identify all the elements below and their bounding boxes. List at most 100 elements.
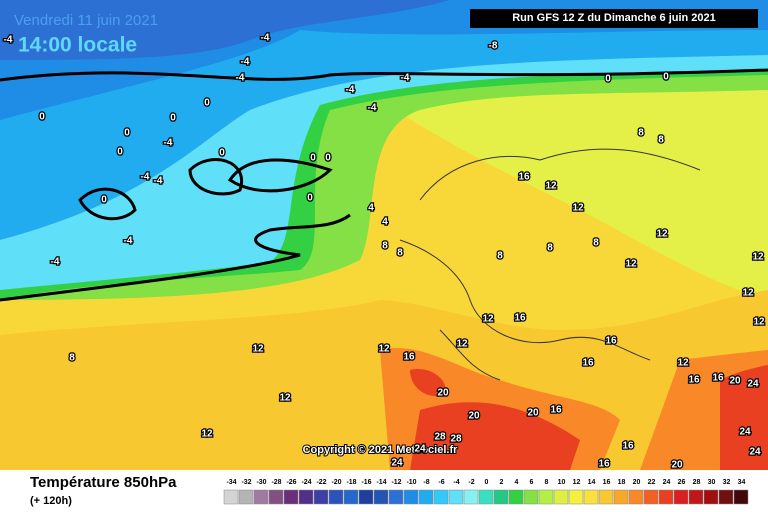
legend-swatch	[343, 489, 359, 505]
contour-label: 12	[625, 259, 637, 270]
legend-swatch	[673, 489, 689, 505]
legend-tick-label: 28	[693, 479, 701, 486]
contour-label: -8	[489, 41, 498, 52]
legend-tick-label: 10	[558, 479, 566, 486]
contour-label: 8	[593, 238, 599, 249]
legend-tick-label: -8	[423, 479, 429, 486]
contour-label: 12	[742, 288, 754, 299]
contour-label: 20	[671, 460, 683, 471]
legend-swatch	[733, 489, 749, 505]
legend-swatch	[568, 489, 584, 505]
contour-label: 16	[403, 352, 415, 363]
contour-label: 12	[753, 317, 765, 328]
map-background	[0, 0, 768, 470]
legend-swatch	[403, 489, 419, 505]
legend-swatch	[493, 489, 509, 505]
legend-tick-label: -18	[346, 479, 356, 486]
contour-label: 0	[663, 72, 669, 83]
contour-label: 24	[747, 379, 759, 390]
legend-swatch	[613, 489, 629, 505]
legend-swatch	[268, 489, 284, 505]
legend-swatch	[253, 489, 269, 505]
contour-label: 8	[397, 248, 403, 259]
legend-tick-label: 14	[588, 479, 596, 486]
legend-tick-label: -22	[316, 479, 326, 486]
contour-label: -4	[401, 73, 410, 84]
contour-label: 0	[117, 147, 123, 158]
contour-label: 16	[598, 459, 610, 470]
legend-swatch	[313, 489, 329, 505]
legend-tick-label: -32	[241, 479, 251, 486]
contour-label: 0	[101, 195, 107, 206]
legend-swatch	[703, 489, 719, 505]
legend-tick-label: 18	[618, 479, 626, 486]
legend-swatch	[358, 489, 374, 505]
legend-tick-label: -20	[331, 479, 341, 486]
contour-label: -4	[141, 172, 150, 183]
footer-title: Température 850hPa	[30, 474, 177, 491]
contour-label: 12	[279, 393, 291, 404]
contour-label: 20	[468, 411, 480, 422]
footer-lead: (+ 120h)	[30, 495, 72, 507]
legend-swatch	[658, 489, 674, 505]
contour-label: 16	[582, 358, 594, 369]
legend-tick-label: -2	[468, 479, 474, 486]
contour-label: 20	[527, 408, 539, 419]
run-info: Run GFS 12 Z du Dimanche 6 juin 2021	[512, 12, 716, 24]
legend-swatch	[283, 489, 299, 505]
legend-tick-label: 30	[708, 479, 716, 486]
contour-label: 12	[456, 339, 468, 350]
legend-tick-label: 8	[545, 479, 549, 486]
contour-label: 4	[368, 203, 374, 214]
legend-tick-label: 34	[738, 479, 746, 486]
legend-tick-label: -12	[391, 479, 401, 486]
contour-label: 8	[69, 353, 75, 364]
legend-tick-label: -24	[301, 479, 311, 486]
legend-swatch	[508, 489, 524, 505]
legend-tick-label: 0	[485, 479, 489, 486]
contour-label: -4	[164, 138, 173, 149]
legend-swatch	[463, 489, 479, 505]
legend-swatch	[718, 489, 734, 505]
contour-label: 12	[201, 429, 213, 440]
legend-tick-label: 24	[663, 479, 671, 486]
contour-label: 24	[749, 447, 761, 458]
contour-label: 0	[170, 113, 176, 124]
contour-label: 16	[622, 441, 634, 452]
contour-label: -4	[346, 85, 355, 96]
legend-swatch	[433, 489, 449, 505]
contour-label: 0	[124, 128, 130, 139]
legend-tick-label: 22	[648, 479, 656, 486]
contour-label: 0	[605, 74, 611, 85]
legend-tick-label: -28	[271, 479, 281, 486]
legend-tick-label: 20	[633, 479, 641, 486]
legend-swatch	[388, 489, 404, 505]
contour-label: 8	[547, 243, 553, 254]
contour-label: 12	[482, 314, 494, 325]
legend-swatch	[523, 489, 539, 505]
legend-swatch	[628, 489, 644, 505]
legend-tick-label: 4	[515, 479, 519, 486]
contour-label: 8	[658, 135, 664, 146]
contour-label: -4	[154, 176, 163, 187]
legend-tick-label: 6	[530, 479, 534, 486]
contour-label: 24	[739, 427, 751, 438]
contour-label: -4	[51, 257, 60, 268]
contour-label: 28	[450, 434, 462, 445]
contour-label: 16	[688, 375, 700, 386]
contour-label: -4	[368, 103, 377, 114]
legend-swatch	[238, 489, 254, 505]
legend-tick-label: -34	[226, 479, 236, 486]
contour-label: 0	[325, 153, 331, 164]
contour-label: 8	[638, 128, 644, 139]
legend-swatch	[328, 489, 344, 505]
legend-swatch	[373, 489, 389, 505]
contour-label: -4	[261, 33, 270, 44]
legend-tick-label: -16	[361, 479, 371, 486]
copyright: Copyright © 2021 Meteociel.fr	[303, 444, 459, 456]
contour-label: 4	[382, 217, 388, 228]
contour-label: 16	[605, 336, 617, 347]
contour-label: 0	[219, 148, 225, 159]
legend-tick-label: -4	[453, 479, 459, 486]
